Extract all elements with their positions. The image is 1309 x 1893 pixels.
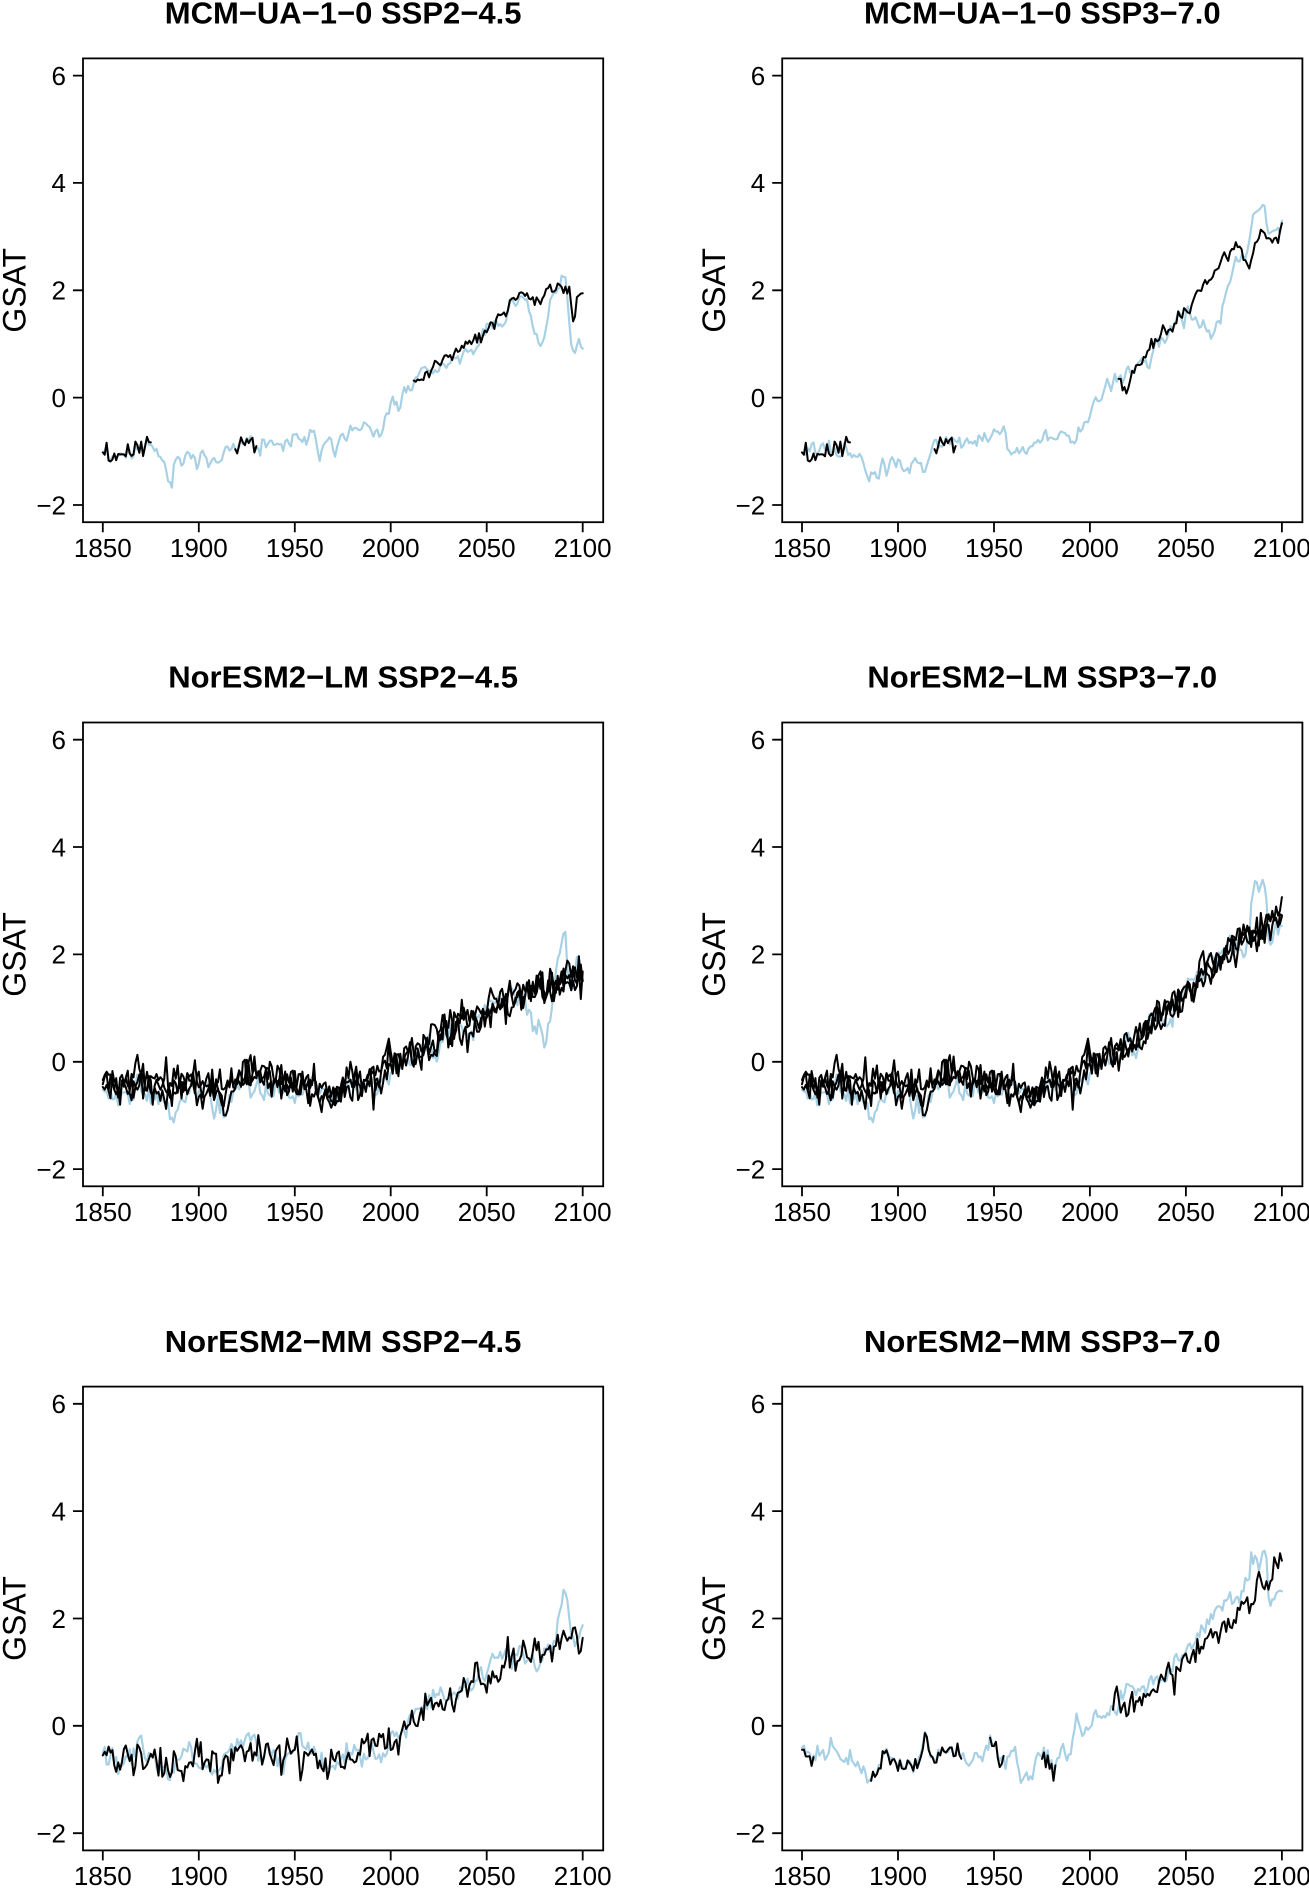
svg-text:GSAT: GSAT (0, 248, 33, 333)
svg-text:1950: 1950 (266, 1197, 324, 1227)
svg-text:2: 2 (751, 1604, 765, 1634)
svg-text:GSAT: GSAT (696, 1576, 732, 1661)
svg-text:1850: 1850 (773, 1861, 831, 1888)
svg-text:2000: 2000 (1061, 1861, 1119, 1888)
svg-text:2: 2 (751, 940, 765, 970)
svg-text:2000: 2000 (362, 1197, 420, 1227)
svg-text:6: 6 (751, 725, 765, 755)
svg-text:0: 0 (52, 1711, 66, 1741)
svg-text:−2: −2 (736, 1819, 766, 1849)
svg-text:2000: 2000 (1061, 533, 1119, 563)
svg-text:−2: −2 (36, 1819, 66, 1849)
svg-text:NorESM2−LM SSP2−4.5: NorESM2−LM SSP2−4.5 (168, 660, 518, 695)
svg-text:2100: 2100 (554, 533, 612, 563)
svg-text:0: 0 (52, 383, 66, 413)
svg-text:2050: 2050 (1157, 1197, 1215, 1227)
svg-text:2100: 2100 (554, 1861, 612, 1888)
svg-text:1850: 1850 (773, 1197, 831, 1227)
svg-text:2000: 2000 (1061, 1197, 1119, 1227)
svg-text:2100: 2100 (1253, 1861, 1309, 1888)
svg-text:2050: 2050 (1157, 1861, 1215, 1888)
svg-text:2050: 2050 (1157, 533, 1215, 563)
svg-text:6: 6 (52, 725, 66, 755)
svg-text:1950: 1950 (965, 533, 1023, 563)
svg-text:2: 2 (52, 940, 66, 970)
svg-text:1950: 1950 (965, 1861, 1023, 1888)
svg-text:2050: 2050 (458, 1861, 516, 1888)
svg-text:1900: 1900 (869, 533, 927, 563)
svg-text:GSAT: GSAT (696, 248, 732, 333)
svg-text:4: 4 (52, 168, 66, 198)
svg-text:MCM−UA−1−0 SSP3−7.0: MCM−UA−1−0 SSP3−7.0 (864, 0, 1221, 31)
svg-text:2050: 2050 (458, 1197, 516, 1227)
svg-text:0: 0 (751, 383, 765, 413)
svg-text:1950: 1950 (266, 1861, 324, 1888)
svg-text:−2: −2 (736, 1154, 766, 1184)
svg-text:−2: −2 (36, 1154, 66, 1184)
svg-text:1850: 1850 (74, 1197, 132, 1227)
svg-text:6: 6 (52, 1389, 66, 1419)
svg-text:2: 2 (52, 1604, 66, 1634)
svg-text:NorESM2−MM SSP2−4.5: NorESM2−MM SSP2−4.5 (165, 1324, 522, 1359)
svg-text:1900: 1900 (170, 1197, 228, 1227)
svg-text:2100: 2100 (1253, 533, 1309, 563)
svg-text:−2: −2 (736, 490, 766, 520)
svg-text:4: 4 (751, 1496, 765, 1526)
svg-text:NorESM2−LM SSP3−7.0: NorESM2−LM SSP3−7.0 (867, 660, 1217, 695)
svg-text:MCM−UA−1−0 SSP2−4.5: MCM−UA−1−0 SSP2−4.5 (165, 0, 522, 31)
svg-text:2000: 2000 (362, 1861, 420, 1888)
svg-text:1850: 1850 (773, 533, 831, 563)
svg-text:GSAT: GSAT (0, 1576, 33, 1661)
svg-text:1850: 1850 (74, 533, 132, 563)
svg-text:4: 4 (52, 832, 66, 862)
svg-text:GSAT: GSAT (0, 912, 33, 997)
svg-text:1950: 1950 (965, 1197, 1023, 1227)
svg-text:2050: 2050 (458, 533, 516, 563)
svg-text:4: 4 (751, 168, 765, 198)
svg-text:1850: 1850 (74, 1861, 132, 1888)
svg-text:6: 6 (751, 61, 765, 91)
svg-text:1900: 1900 (869, 1861, 927, 1888)
svg-text:1950: 1950 (266, 533, 324, 563)
svg-text:0: 0 (52, 1047, 66, 1077)
svg-text:−2: −2 (36, 490, 66, 520)
svg-text:2100: 2100 (554, 1197, 612, 1227)
svg-text:NorESM2−MM SSP3−7.0: NorESM2−MM SSP3−7.0 (864, 1324, 1221, 1359)
svg-text:0: 0 (751, 1047, 765, 1077)
svg-text:1900: 1900 (170, 533, 228, 563)
svg-text:6: 6 (751, 1389, 765, 1419)
svg-text:4: 4 (751, 832, 765, 862)
svg-text:GSAT: GSAT (696, 912, 732, 997)
svg-text:2000: 2000 (362, 533, 420, 563)
svg-text:1900: 1900 (170, 1861, 228, 1888)
svg-text:2: 2 (751, 276, 765, 306)
svg-text:4: 4 (52, 1496, 66, 1526)
svg-text:6: 6 (52, 61, 66, 91)
svg-text:2: 2 (52, 276, 66, 306)
svg-text:0: 0 (751, 1711, 765, 1741)
svg-text:2100: 2100 (1253, 1197, 1309, 1227)
svg-text:1900: 1900 (869, 1197, 927, 1227)
